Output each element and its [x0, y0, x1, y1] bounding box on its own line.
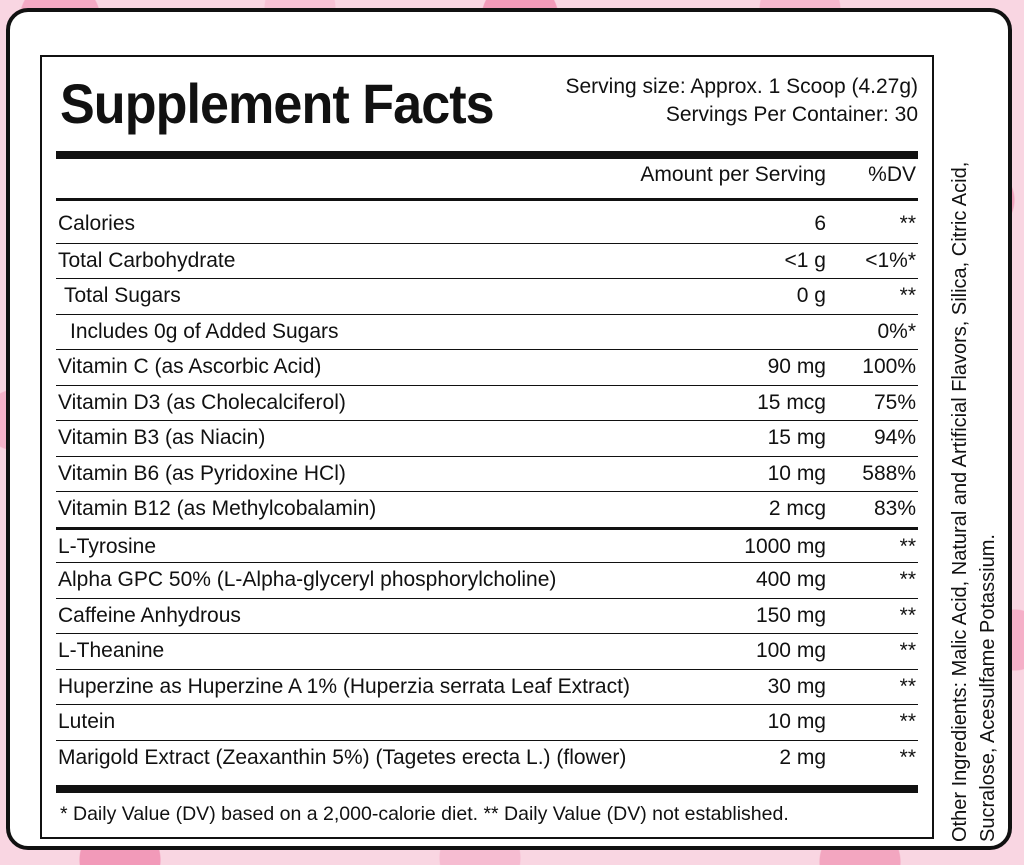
- row-dv: **: [899, 284, 916, 307]
- row-name: Vitamin B3 (as Niacin): [58, 426, 266, 449]
- row-dv: 83%: [873, 497, 916, 520]
- row-name: Vitamin C (as Ascorbic Acid): [58, 355, 322, 378]
- servings-per-container: Servings Per Container: 30: [665, 103, 918, 126]
- row-amount: 400 mg: [755, 568, 826, 591]
- row-amount: 15 mg: [767, 426, 826, 449]
- column-headers: Amount per Serving %DV: [56, 159, 918, 193]
- row-name: Total Sugars: [64, 284, 181, 307]
- row-amount: 6: [814, 212, 826, 235]
- header-divider: [56, 151, 918, 159]
- row-dv: **: [899, 674, 916, 698]
- row-amount: 1000 mg: [744, 534, 826, 558]
- table-row: Includes 0g of Added Sugars 0%*: [56, 313, 918, 350]
- panel-title: Supplement Facts: [60, 72, 495, 135]
- row-name: Caffeine Anhydrous: [58, 603, 241, 627]
- row-name: L-Theanine: [58, 639, 165, 662]
- row-dv: 100%: [862, 355, 916, 378]
- row-amount: 2 mcg: [768, 497, 826, 520]
- label-card: Supplement Facts Serving size: Approx. 1…: [6, 8, 1012, 850]
- table-row: Vitamin C (as Ascorbic Acid) 90 mg 100%: [56, 349, 918, 385]
- row-dv: **: [899, 745, 916, 769]
- row-dv: 588%: [862, 461, 916, 485]
- supplement-facts-panel: Supplement Facts Serving size: Approx. 1…: [40, 55, 934, 839]
- table-row: Vitamin B6 (as Pyridoxine HCl) 10 mg 588…: [56, 455, 918, 492]
- table-row: L-Theanine 100 mg **: [56, 633, 918, 669]
- row-name: Total Carbohydrate: [58, 248, 236, 272]
- serving-size: Serving size: Approx. 1 Scoop (4.27g): [565, 75, 918, 98]
- columns-divider: [56, 198, 918, 201]
- table-row: Vitamin B12 (as Methylcobalamin) 2 mcg 8…: [56, 491, 918, 527]
- row-name: Calories: [58, 212, 136, 235]
- table-row: Lutein 10 mg **: [56, 704, 918, 740]
- row-name: Huperzine as Huperzine A 1% (Huperzia se…: [58, 674, 630, 698]
- row-amount: 10 mg: [767, 710, 826, 733]
- amount-column-header: Amount per Serving: [640, 163, 826, 186]
- row-amount: 30 mg: [767, 674, 826, 698]
- row-dv: **: [899, 568, 916, 591]
- row-dv: <1%*: [865, 248, 916, 272]
- row-name: Lutein: [58, 710, 116, 733]
- row-amount: 90 mg: [767, 355, 826, 378]
- other-ingredients: Other Ingredients: Malic Acid, Natural a…: [949, 161, 999, 842]
- row-amount: 15 mcg: [757, 390, 826, 414]
- row-dv: 0%*: [877, 319, 916, 343]
- table-row: Total Sugars 0 g **: [56, 278, 918, 314]
- row-dv: **: [899, 603, 916, 627]
- row-name: L-Tyrosine: [58, 534, 157, 558]
- row-name: Alpha GPC 50% (L-Alpha-glyceryl phosphor…: [58, 568, 557, 591]
- row-dv: 75%: [873, 390, 916, 414]
- row-dv: 94%: [873, 426, 916, 449]
- table-row: Vitamin B3 (as Niacin) 15 mg 94%: [56, 420, 918, 456]
- serving-info: Serving size: Approx. 1 Scoop (4.27g) Se…: [565, 73, 918, 129]
- row-name: Marigold Extract (Zeaxanthin 5%) (Tagete…: [58, 745, 627, 769]
- row-amount: 10 mg: [767, 461, 826, 485]
- row-dv: **: [899, 639, 916, 662]
- footer-divider: [56, 785, 918, 793]
- row-amount: <1 g: [784, 248, 826, 272]
- row-amount: 0 g: [796, 284, 826, 307]
- row-amount: 150 mg: [755, 603, 826, 627]
- dv-column-header: %DV: [868, 163, 916, 186]
- row-amount: 2 mg: [779, 745, 826, 769]
- table-row: L-Tyrosine 1000 mg **: [56, 526, 918, 563]
- dv-footnote: * Daily Value (DV) based on a 2,000-calo…: [60, 803, 789, 825]
- row-dv: **: [899, 212, 916, 235]
- row-name: Includes 0g of Added Sugars: [70, 319, 339, 343]
- table-row: Alpha GPC 50% (L-Alpha-glyceryl phosphor…: [56, 562, 918, 598]
- table-row: Calories 6 **: [56, 207, 918, 243]
- table-row: Total Carbohydrate <1 g <1%*: [56, 242, 918, 279]
- table-row: Caffeine Anhydrous 150 mg **: [56, 597, 918, 634]
- row-amount: 100 mg: [755, 639, 826, 662]
- table-row: Huperzine as Huperzine A 1% (Huperzia se…: [56, 668, 918, 705]
- table-row: Marigold Extract (Zeaxanthin 5%) (Tagete…: [56, 739, 918, 776]
- row-dv: **: [899, 710, 916, 733]
- row-dv: **: [899, 534, 916, 558]
- nutrient-table: Calories 6 ** Total Carbohydrate <1 g <1…: [56, 207, 918, 775]
- row-name: Vitamin B6 (as Pyridoxine HCl): [58, 461, 346, 485]
- table-row: Vitamin D3 (as Cholecalciferol) 15 mcg 7…: [56, 384, 918, 421]
- row-name: Vitamin D3 (as Cholecalciferol): [58, 390, 346, 414]
- row-name: Vitamin B12 (as Methylcobalamin): [58, 497, 377, 520]
